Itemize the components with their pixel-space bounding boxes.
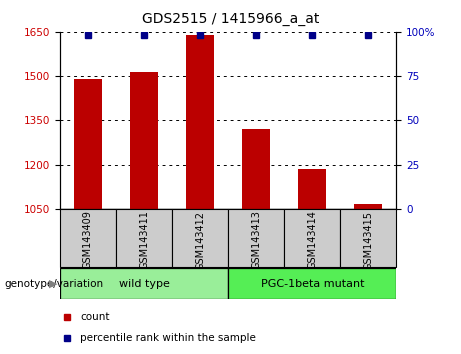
Bar	[228, 268, 396, 299]
Bar	[228, 209, 284, 267]
Text: percentile rank within the sample: percentile rank within the sample	[80, 332, 256, 343]
Bar	[172, 209, 228, 267]
Bar	[355, 205, 383, 209]
Text: GSM143412: GSM143412	[195, 211, 205, 270]
Text: wild type: wild type	[118, 279, 170, 289]
Text: GSM143415: GSM143415	[363, 211, 373, 270]
Text: GDS2515 / 1415966_a_at: GDS2515 / 1415966_a_at	[142, 12, 319, 27]
Bar	[242, 129, 270, 209]
Text: genotype/variation: genotype/variation	[5, 279, 104, 289]
Bar	[116, 209, 172, 267]
Text: ▶: ▶	[49, 279, 58, 289]
Bar	[74, 79, 102, 209]
Bar	[186, 35, 214, 209]
Bar	[284, 209, 340, 267]
Text: count: count	[80, 312, 110, 322]
Bar	[60, 268, 228, 299]
Text: GSM143411: GSM143411	[139, 211, 149, 269]
Bar	[340, 209, 396, 267]
Text: PGC-1beta mutant: PGC-1beta mutant	[260, 279, 364, 289]
Text: GSM143414: GSM143414	[307, 211, 317, 269]
Bar	[60, 209, 116, 267]
Text: GSM143413: GSM143413	[251, 211, 261, 269]
Text: GSM143409: GSM143409	[83, 211, 93, 269]
Bar	[130, 72, 158, 209]
Bar	[298, 169, 326, 209]
